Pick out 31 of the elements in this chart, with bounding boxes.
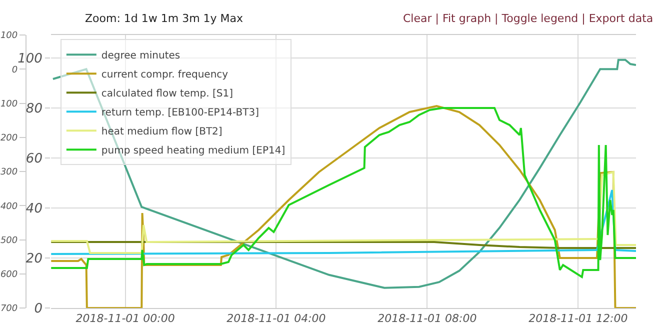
y2-tick-label: 100 xyxy=(18,52,42,67)
y-tick-label: 0 xyxy=(12,65,18,76)
x-tick-label: 2018-11-01 08:00 xyxy=(378,312,477,326)
legend-label: return temp. [EB100-EP14-BT3] xyxy=(101,107,260,118)
legend-label: current compr. frequency xyxy=(101,69,228,80)
y2-tick-label: 0 xyxy=(34,302,42,317)
y-tick-label: 600 xyxy=(0,270,18,280)
y2-tick-label: 20 xyxy=(26,252,42,267)
line-series xyxy=(51,171,636,254)
legend-label: calculated flow temp. [S1] xyxy=(101,88,234,100)
y-tick-label: 100 xyxy=(0,99,18,110)
line-series xyxy=(51,105,636,308)
legend-label: pump speed heating medium [EP14] xyxy=(101,145,286,156)
y2-tick-label: 60 xyxy=(26,152,42,167)
legend-label: heat medium flow [BT2] xyxy=(101,126,222,138)
y-tick-label: 300 xyxy=(0,168,18,178)
x-tick-label: 2018-11-01 04:00 xyxy=(226,312,326,326)
line-series xyxy=(51,189,636,255)
line-series xyxy=(51,107,636,278)
legend-label: degree minutes xyxy=(101,50,180,62)
text: Clear | Fit graph | Toggle legend | Export data xyxy=(403,12,654,25)
y2-tick-label: 80 xyxy=(26,102,42,117)
y-tick-label: 100 xyxy=(0,31,18,42)
x-tick-label: 2018-11-01 12:00 xyxy=(528,312,628,326)
y2-tick-label: 40 xyxy=(26,202,42,217)
y-tick-label: 400 xyxy=(0,202,18,212)
x-tick-label: 2018-11-01 00:00 xyxy=(76,312,175,326)
text: Zoom: 1d 1w 1m 3m 1y Max xyxy=(85,12,244,25)
y-tick-label: 200 xyxy=(0,134,18,144)
y-tick-label: 700 xyxy=(0,304,18,314)
y-tick-label: 500 xyxy=(0,236,18,246)
